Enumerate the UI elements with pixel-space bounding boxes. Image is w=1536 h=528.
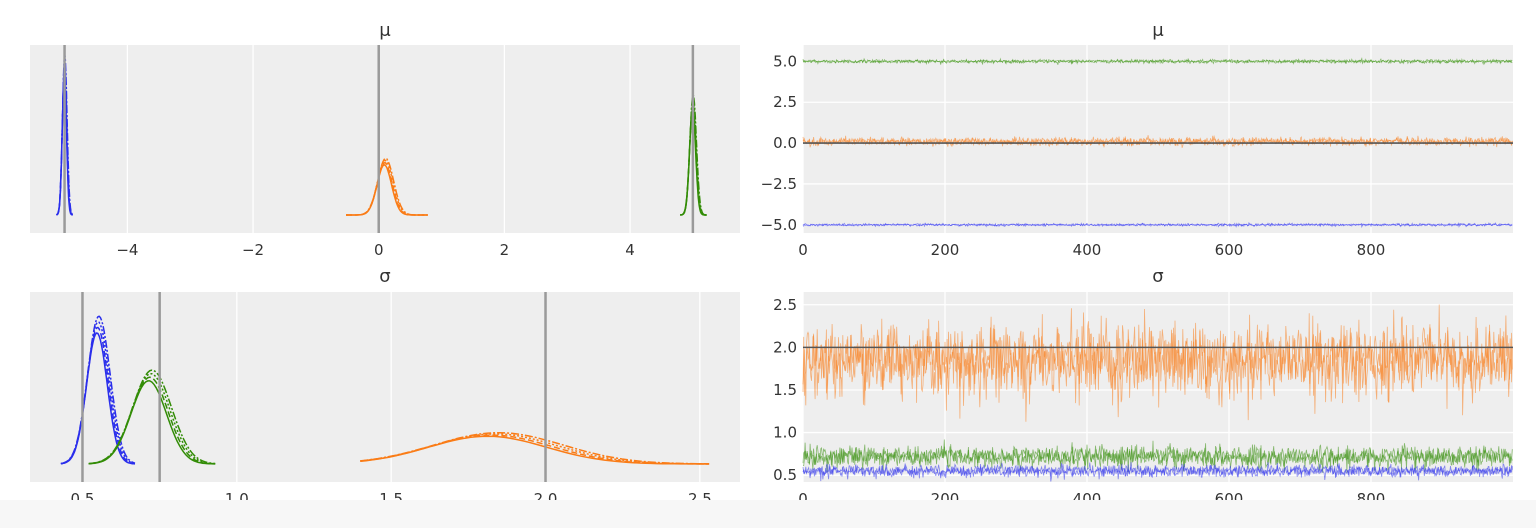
- y-tick-label: 0.5: [773, 466, 797, 484]
- x-tick-label: 0: [798, 241, 808, 259]
- x-tick-label: 800: [1357, 241, 1386, 259]
- kde-chain-curve: [346, 159, 428, 216]
- sigma-trace-y-ticks: 2.5 2.0 1.5 1.0 0.5: [773, 296, 797, 484]
- y-tick-label: 1.5: [773, 381, 797, 399]
- y-tick-label: −2.5: [761, 175, 797, 193]
- sigma-kde-reference-lines: [81, 292, 547, 482]
- mu-trace-y-ticks: 5.0 2.5 0.0 −2.5 −5.0: [761, 52, 797, 233]
- x-tick-label: −2: [242, 241, 264, 259]
- x-tick-label: −4: [116, 241, 138, 259]
- x-tick-label: 4: [625, 241, 635, 259]
- y-tick-label: −5.0: [761, 216, 797, 234]
- mu-kde-panel: −4 −2 0 2 4 μ: [30, 20, 740, 259]
- mu-trace-x-ticks: 0 200 400 600 800: [798, 241, 1385, 259]
- sigma-kde-title: σ: [379, 266, 390, 287]
- mu-kde-title: μ: [379, 20, 391, 41]
- sigma-trace-title: σ: [1152, 266, 1163, 287]
- kde-chain-curve: [60, 315, 136, 465]
- mu-kde-reference-lines: [63, 45, 695, 233]
- kde-chain-curve: [88, 369, 216, 465]
- kde-chain-curve: [346, 157, 428, 216]
- sigma-trace-panel: 0 200 400 600 800 2.52.01.51.00.5 σ: [773, 266, 1513, 508]
- trace-chain-line: [802, 222, 1513, 229]
- x-tick-label: 0: [798, 490, 808, 508]
- kde-chain-curve: [60, 326, 136, 465]
- y-tick-label: 1.0: [773, 424, 797, 442]
- sigma-kde-panel: 0.5 1.0 1.5 2.0 2.5 σ: [30, 266, 740, 508]
- mu-trace-plot-area: [803, 45, 1513, 233]
- y-tick-label: 0.0: [773, 134, 797, 152]
- mu-kde-plot-area: [30, 45, 740, 233]
- y-tick-label: 2.5: [773, 93, 797, 111]
- x-tick-label: 200: [931, 241, 960, 259]
- x-tick-label: 2: [500, 241, 510, 259]
- sigma-kde-plot-area: [30, 292, 740, 482]
- y-tick-label: 5.0: [773, 52, 797, 70]
- trace-chain-line: [802, 439, 1513, 473]
- trace-chain-line: [802, 58, 1513, 66]
- trace-chain-line: [802, 304, 1513, 422]
- mu-trace-title: μ: [1152, 20, 1164, 41]
- kde-chain-curve: [88, 373, 216, 465]
- page-bottom-strip: [0, 500, 1536, 528]
- y-tick-label: 2.0: [773, 338, 797, 356]
- mu-trace-panel: 0 200 400 600 800 5.0 2.5 0.0 −2.5 −5.0 μ: [761, 20, 1513, 259]
- trace-chain-line: [802, 308, 1513, 421]
- x-tick-label: 0: [374, 241, 384, 259]
- kde-chain-curve: [88, 376, 216, 465]
- trace-chain-line: [802, 57, 1513, 66]
- y-tick-label: 2.5: [773, 296, 797, 314]
- kde-chain-curve: [60, 332, 136, 465]
- sigma-kde-curves: [60, 315, 710, 465]
- x-tick-label: 400: [1073, 241, 1102, 259]
- kde-chain-curve: [360, 431, 710, 465]
- mu-kde-x-ticks: −4 −2 0 2 4: [116, 241, 634, 259]
- sigma-trace-lines: [802, 304, 1513, 482]
- x-tick-label: 600: [1215, 241, 1244, 259]
- trace-chain-line: [802, 463, 1513, 482]
